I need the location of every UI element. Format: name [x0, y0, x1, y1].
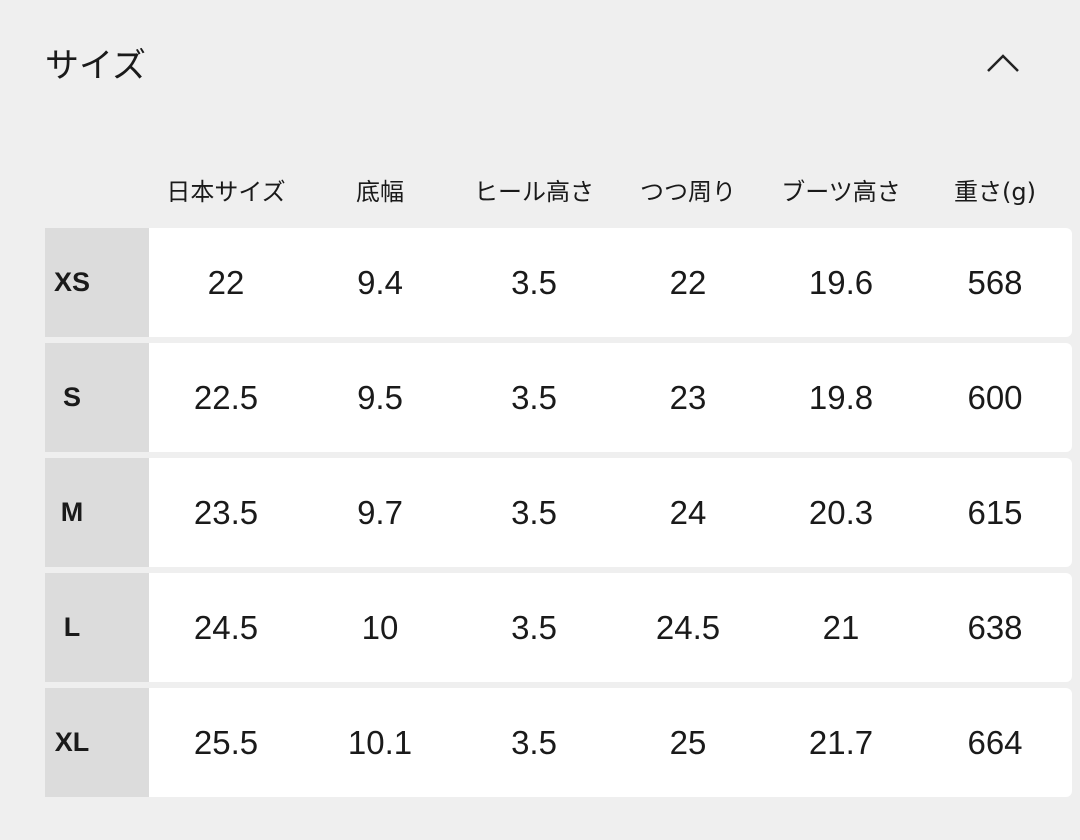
table-cell: 19.8 — [808, 379, 874, 416]
table-cell: 20.3 — [808, 494, 874, 531]
table-cell: 664 — [967, 724, 1023, 761]
table-cell: 3.5 — [511, 724, 557, 761]
table-row: M 23.5 9.7 3.5 24 20.3 615 — [45, 458, 1072, 567]
table-cell: 638 — [967, 609, 1023, 646]
collapse-button[interactable] — [985, 50, 1021, 74]
column-header: ブーツ高さ — [781, 178, 901, 206]
column-header: 底幅 — [356, 178, 404, 206]
column-header: つつ周り — [640, 178, 736, 206]
table-cell: 3.5 — [511, 609, 557, 646]
table-cell: 25 — [669, 724, 707, 761]
table-cell: 9.4 — [357, 264, 403, 301]
table-cell: 25.5 — [193, 724, 259, 761]
size-label-cell: XS — [45, 228, 149, 337]
table-cell: 3.5 — [511, 264, 557, 301]
size-label-cell: L — [45, 573, 149, 682]
row-cells: 25.5 10.1 3.5 25 21.7 664 — [149, 688, 1072, 797]
table-cell: 24 — [669, 494, 707, 531]
table-cell: 23 — [669, 379, 707, 416]
table-cell: 22 — [669, 264, 707, 301]
column-header: 重さ(g) — [954, 178, 1036, 206]
row-cells: 24.5 10 3.5 24.5 21 638 — [149, 573, 1072, 682]
table-row: L 24.5 10 3.5 24.5 21 638 — [45, 573, 1072, 682]
table-cell: 10 — [361, 609, 399, 646]
table-cell: 615 — [967, 494, 1023, 531]
row-cells: 23.5 9.7 3.5 24 20.3 615 — [149, 458, 1072, 567]
size-label: L — [63, 612, 81, 642]
size-label: S — [62, 382, 81, 412]
table-cell: 3.5 — [511, 379, 557, 416]
row-cells: 22 9.4 3.5 22 19.6 568 — [149, 228, 1072, 337]
table-cell: 21 — [822, 609, 860, 646]
table-cell: 22 — [207, 264, 245, 301]
table-row: S 22.5 9.5 3.5 23 19.8 600 — [45, 343, 1072, 452]
table-cell: 10.1 — [347, 724, 413, 761]
table-cell: 24.5 — [655, 609, 721, 646]
size-label: XS — [53, 267, 91, 297]
size-label-cell: S — [45, 343, 149, 452]
column-header: 日本サイズ — [166, 178, 286, 206]
table-row: XS 22 9.4 3.5 22 19.6 568 — [45, 228, 1072, 337]
table-cell: 19.6 — [808, 264, 874, 301]
table-cell: 24.5 — [193, 609, 259, 646]
chevron-up-icon — [987, 54, 1019, 72]
row-cells: 22.5 9.5 3.5 23 19.8 600 — [149, 343, 1072, 452]
table-cell: 600 — [967, 379, 1023, 416]
table-cell: 21.7 — [808, 724, 874, 761]
size-label-cell: M — [45, 458, 149, 567]
table-cell: 9.7 — [357, 494, 403, 531]
size-label-cell: XL — [45, 688, 149, 797]
table-cell: 3.5 — [511, 494, 557, 531]
table-row: XL 25.5 10.1 3.5 25 21.7 664 — [45, 688, 1072, 797]
size-label: M — [60, 497, 84, 527]
table-cell: 568 — [967, 264, 1023, 301]
size-label: XL — [54, 727, 90, 757]
table-cell: 22.5 — [193, 379, 259, 416]
table-cell: 23.5 — [193, 494, 259, 531]
section-title: サイズ — [45, 46, 146, 86]
column-header: ヒール高さ — [474, 178, 594, 206]
table-cell: 9.5 — [357, 379, 403, 416]
